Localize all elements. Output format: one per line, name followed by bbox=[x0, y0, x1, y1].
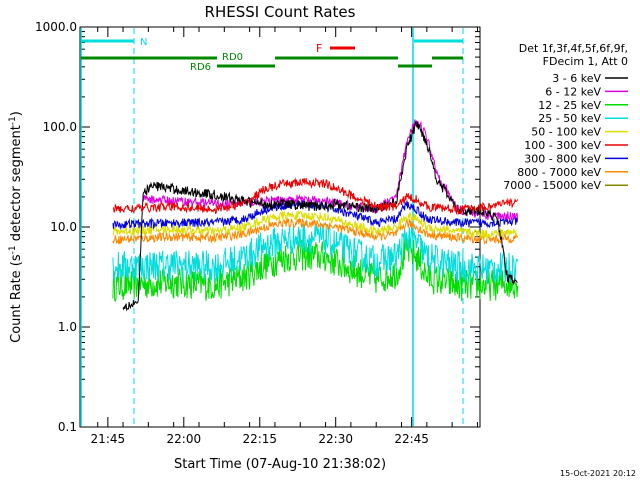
legend-header-1: Det 1f,3f,4f,5f,6f,9f, bbox=[519, 42, 628, 55]
y-tick-label: 1000.0 bbox=[35, 20, 77, 34]
x-tick-label: 21:45 bbox=[91, 432, 126, 446]
y-tick-label: 10.0 bbox=[50, 220, 77, 234]
f-flag-label: F bbox=[316, 42, 322, 55]
series-layer bbox=[112, 119, 519, 312]
x-axis: 21:45 22:00 22:15 22:30 22:45 bbox=[91, 27, 478, 446]
y-axis-label: Count Rate (s-1 detector segment-1) bbox=[8, 111, 24, 343]
n-flag-label: N bbox=[140, 37, 147, 48]
chart-title: RHESSI Count Rates bbox=[205, 3, 356, 21]
series-line-1 bbox=[122, 120, 518, 312]
rd6-label: RD6 bbox=[190, 62, 211, 73]
legend-label-1: 3 - 6 keV bbox=[552, 72, 601, 85]
legend-label-7: 300 - 800 keV bbox=[524, 152, 601, 165]
annotation-markers: N F RD0 RD6 bbox=[80, 28, 464, 426]
legend-label-3: 12 - 25 keV bbox=[538, 99, 601, 112]
series-line-6 bbox=[112, 177, 519, 216]
x-tick-label: 22:30 bbox=[318, 432, 353, 446]
y-axis-label-exp1: -1 bbox=[8, 245, 18, 254]
x-tick-label: 22:15 bbox=[242, 432, 277, 446]
y-tick-label: 1.0 bbox=[58, 320, 77, 334]
legend-label-4: 25 - 50 keV bbox=[538, 112, 601, 125]
legend-label-2: 6 - 12 keV bbox=[545, 85, 601, 98]
series-line-5 bbox=[112, 210, 518, 239]
y-axis-label-end: ) bbox=[9, 111, 24, 116]
chart-timestamp: 15-Oct-2021 20:12 bbox=[560, 469, 636, 478]
x-axis-label: Start Time (07-Aug-10 21:38:02) bbox=[174, 457, 386, 472]
y-tick-label: 0.1 bbox=[58, 420, 77, 434]
rd0-label: RD0 bbox=[222, 52, 243, 63]
legend-label-5: 50 - 100 keV bbox=[531, 126, 601, 139]
legend-header-2: FDecim 1, Att 0 bbox=[543, 55, 628, 68]
series-line-7 bbox=[112, 198, 519, 231]
y-axis-label-mid: detector segment bbox=[9, 125, 24, 245]
y-tick-label: 100.0 bbox=[43, 120, 77, 134]
y-axis-label-exp2: -1 bbox=[8, 116, 18, 125]
legend: Det 1f,3f,4f,5f,6f,9f, FDecim 1, Att 0 3… bbox=[503, 42, 628, 192]
x-tick-label: 22:45 bbox=[394, 432, 429, 446]
legend-label-8: 800 - 7000 keV bbox=[517, 166, 601, 179]
y-axis-label-main: Count Rate (s bbox=[9, 254, 24, 343]
legend-label-9: 7000 - 15000 keV bbox=[503, 179, 601, 192]
x-tick-label: 22:00 bbox=[167, 432, 202, 446]
legend-label-6: 100 - 300 keV bbox=[524, 139, 601, 152]
series-line-8 bbox=[112, 217, 519, 245]
